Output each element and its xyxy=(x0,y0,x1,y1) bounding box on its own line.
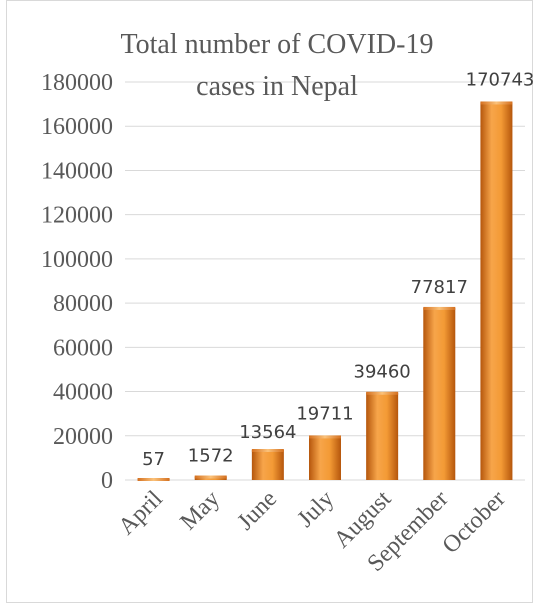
x-tick-label: May xyxy=(175,486,224,535)
y-axis-ticks: 0 20000 40000 60000 80000 100000 120000 140000 1… xyxy=(41,70,113,494)
y-tick-label: 100000 xyxy=(41,247,113,273)
chart-title-line-2: cases in Nepal xyxy=(196,71,358,102)
bar-cap xyxy=(137,478,170,481)
chart-frame xyxy=(6,0,533,603)
data-label: 170743 xyxy=(466,69,535,90)
chart-title-line-1: Total number of COVID-19 xyxy=(121,29,434,60)
x-tick-label: July xyxy=(293,486,340,533)
x-tick-label: October xyxy=(438,486,511,559)
bar-cap xyxy=(194,475,227,479)
bar xyxy=(251,450,284,480)
y-tick-label: 160000 xyxy=(41,114,113,140)
data-label: 13564 xyxy=(239,422,296,443)
y-tick-label: 0 xyxy=(101,468,113,494)
bar-cap xyxy=(251,449,284,453)
bars xyxy=(137,101,513,481)
bar-cap xyxy=(423,306,456,310)
data-label: 57 xyxy=(142,449,165,470)
bar xyxy=(366,392,399,480)
bar-cap xyxy=(366,391,399,395)
data-label: 19711 xyxy=(296,403,353,424)
y-tick-label: 40000 xyxy=(53,380,113,406)
bar xyxy=(480,102,513,480)
bar-cap xyxy=(309,435,341,439)
data-label: 39460 xyxy=(354,362,411,383)
bar xyxy=(309,436,341,480)
data-label: 77817 xyxy=(411,277,468,298)
bar xyxy=(423,307,456,480)
bar-cap xyxy=(480,101,513,105)
y-tick-label: 80000 xyxy=(53,291,113,317)
y-tick-label: 60000 xyxy=(53,335,113,361)
x-tick-label: June xyxy=(233,486,282,535)
y-tick-label: 120000 xyxy=(41,203,113,229)
x-tick-label: April xyxy=(114,486,168,540)
y-tick-label: 140000 xyxy=(41,158,113,184)
gridlines xyxy=(125,81,525,481)
y-tick-label: 20000 xyxy=(53,424,113,450)
data-label: 1572 xyxy=(188,446,234,467)
y-tick-label: 180000 xyxy=(41,70,113,96)
